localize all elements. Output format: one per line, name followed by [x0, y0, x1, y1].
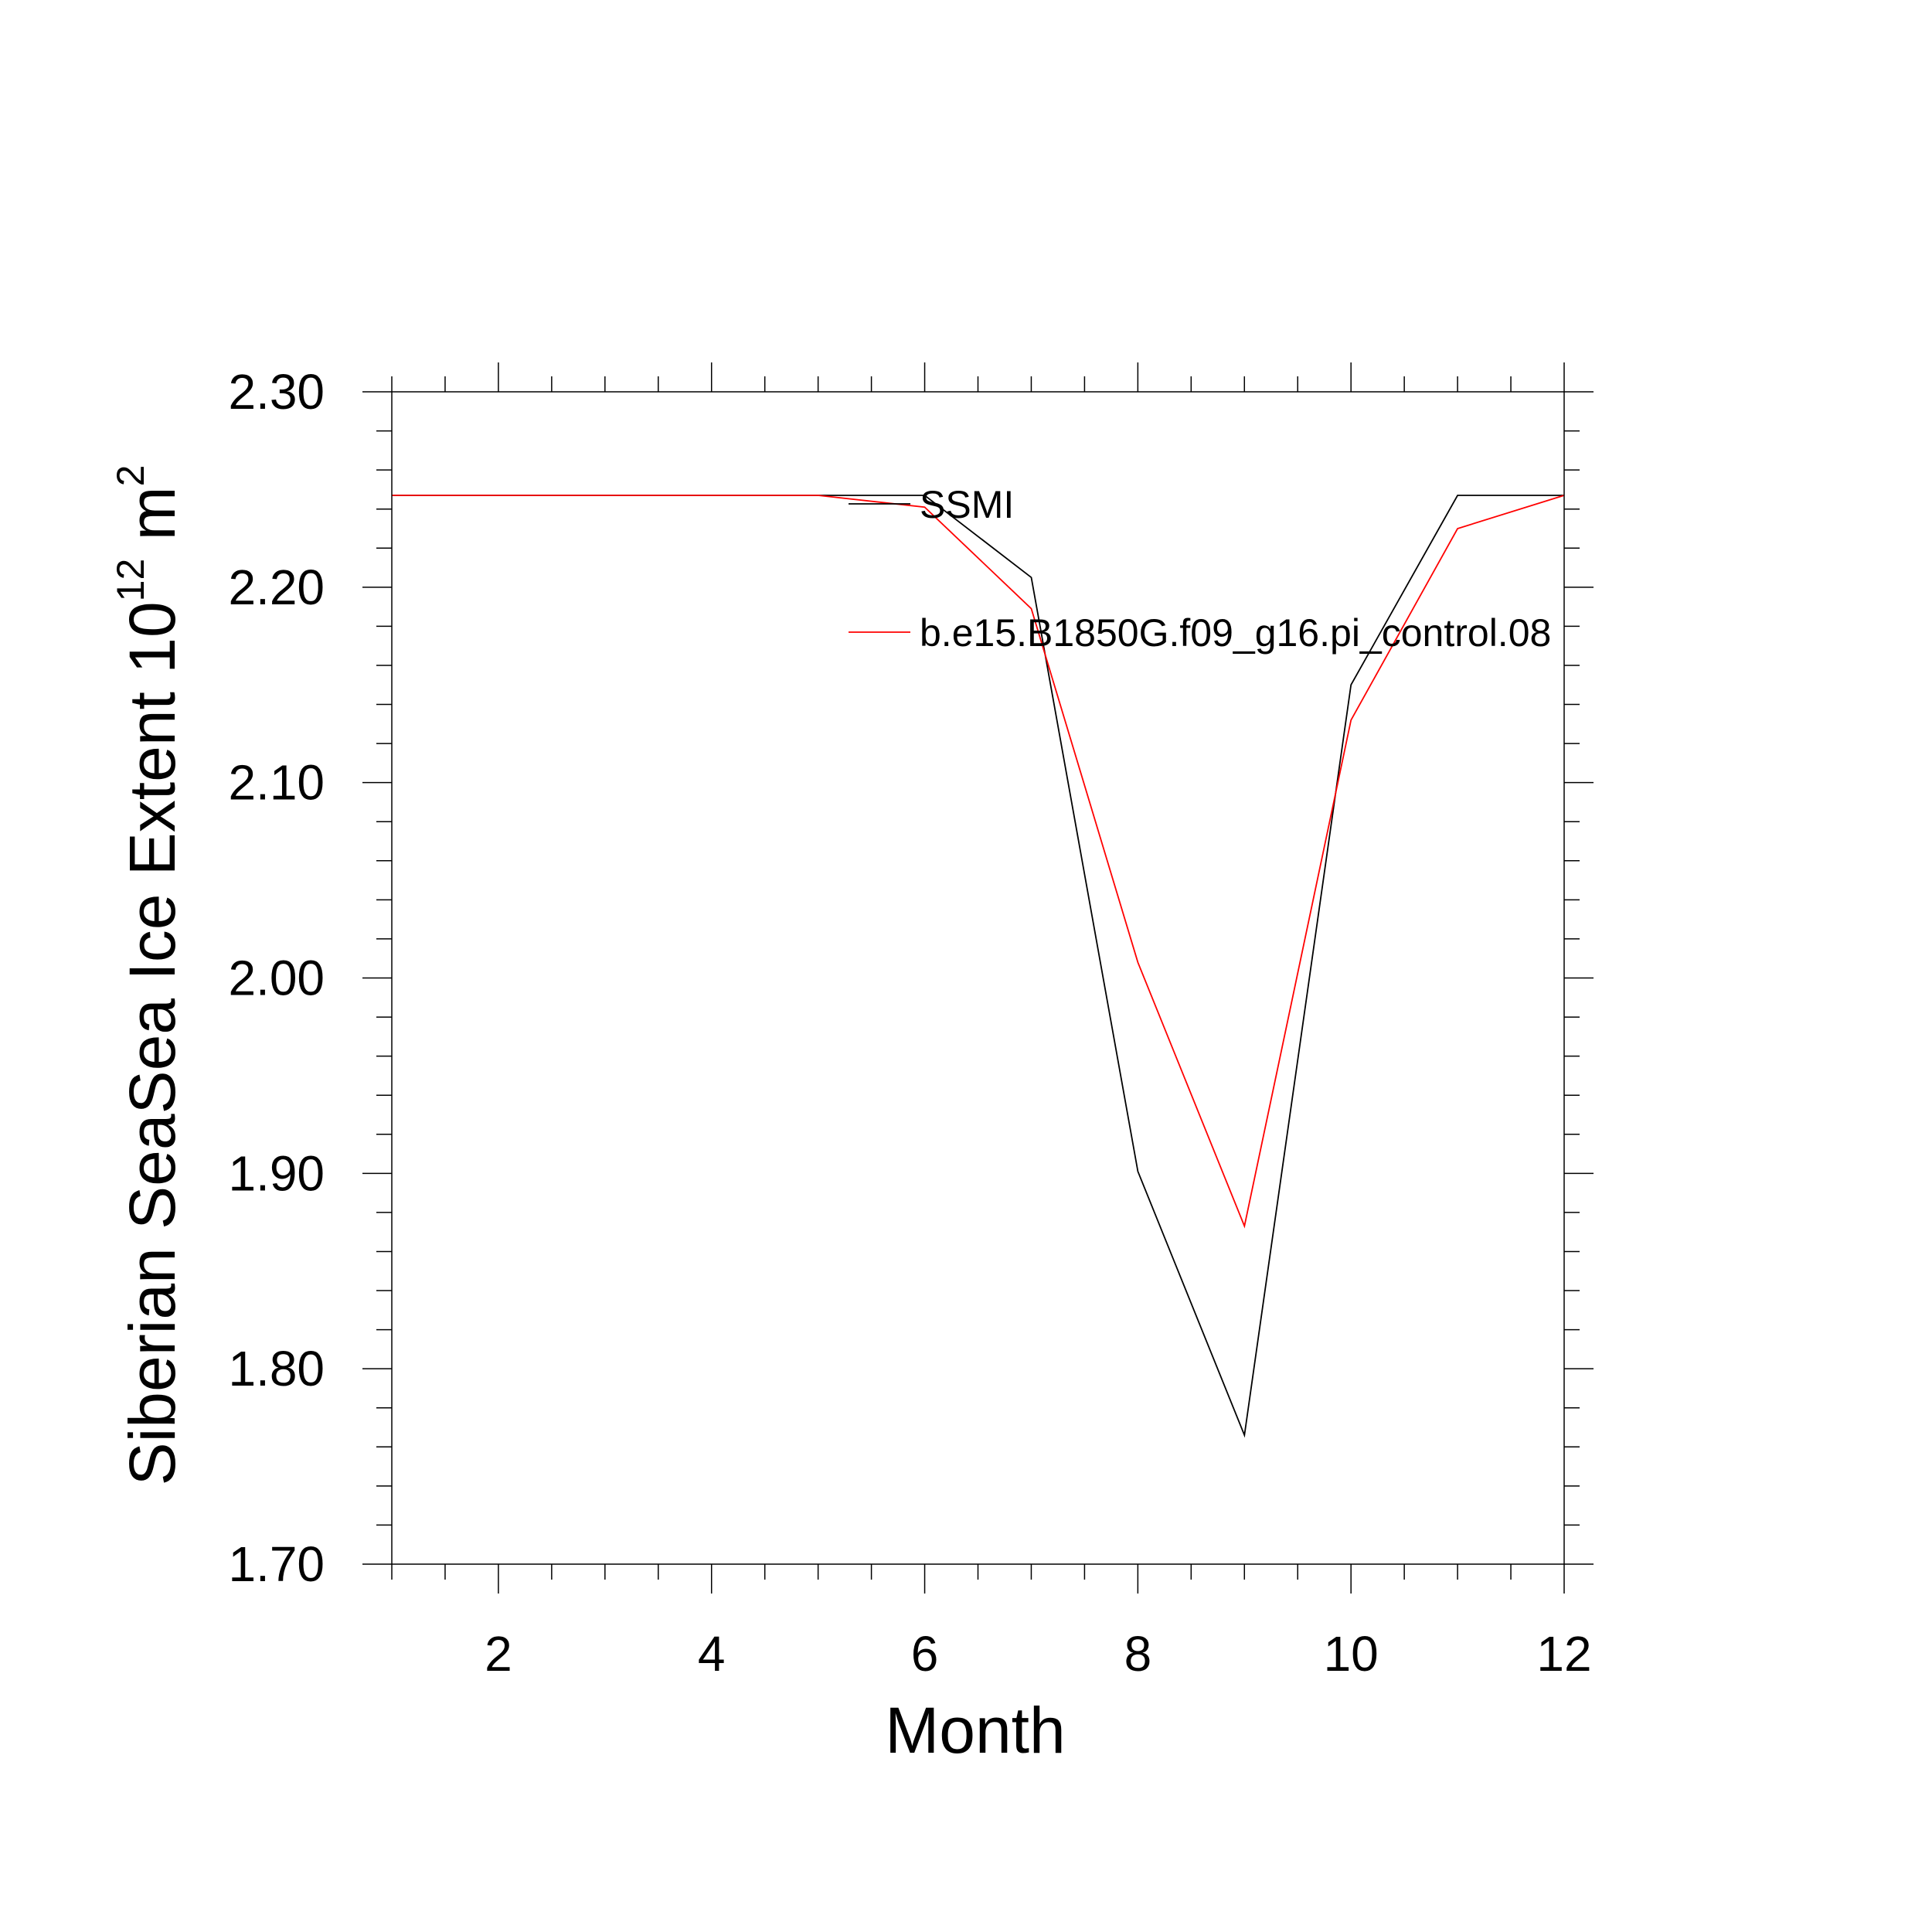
- series-line-2: [392, 495, 1565, 1229]
- legend-label-2: b.e15.B1850G.f09_g16.pi_control.08: [920, 611, 1551, 655]
- x-tick-label: 6: [911, 1626, 939, 1682]
- x-tick-label: 8: [1124, 1626, 1152, 1682]
- y-axis-label-exponent-2: 2: [109, 465, 152, 487]
- series-lines: [392, 495, 1565, 1438]
- minor-ticks: [376, 376, 1580, 1580]
- major-ticks: [362, 362, 1594, 1594]
- y-tick-label: 1.80: [228, 1341, 325, 1396]
- x-axis-label: Month: [885, 1694, 1065, 1767]
- plot-frame: [391, 391, 1565, 1565]
- y-tick-label: 2.30: [228, 364, 325, 420]
- y-tick-labels: 1.70 1.80 1.90 2.00 2.10 2.20 2.30: [228, 364, 325, 1592]
- x-tick-labels: 2 4 6 8 10 12: [485, 1626, 1591, 1682]
- legend-label-1: SSMI: [920, 483, 1014, 526]
- x-tick-label: 10: [1324, 1626, 1379, 1682]
- y-axis-label-exponent-1: 12: [109, 559, 152, 602]
- y-tick-label: 2.00: [228, 951, 325, 1006]
- y-tick-label: 2.10: [228, 755, 325, 811]
- y-tick-label: 2.20: [228, 560, 325, 615]
- y-axis-label: Siberian SeaSea Ice Extent 1012 m2: [109, 465, 189, 1486]
- y-axis-label-unit: m: [116, 486, 189, 558]
- y-tick-label: 1.90: [228, 1145, 325, 1201]
- x-tick-label: 12: [1536, 1626, 1591, 1682]
- x-tick-label: 4: [698, 1626, 726, 1682]
- legend: SSMI b.e15.B1850G.f09_g16.pi_control.08: [849, 483, 1551, 655]
- x-tick-label: 2: [485, 1626, 512, 1682]
- y-tick-label: 1.70: [228, 1536, 325, 1592]
- y-axis-label-main: Siberian SeaSea Ice Extent 10: [116, 601, 189, 1485]
